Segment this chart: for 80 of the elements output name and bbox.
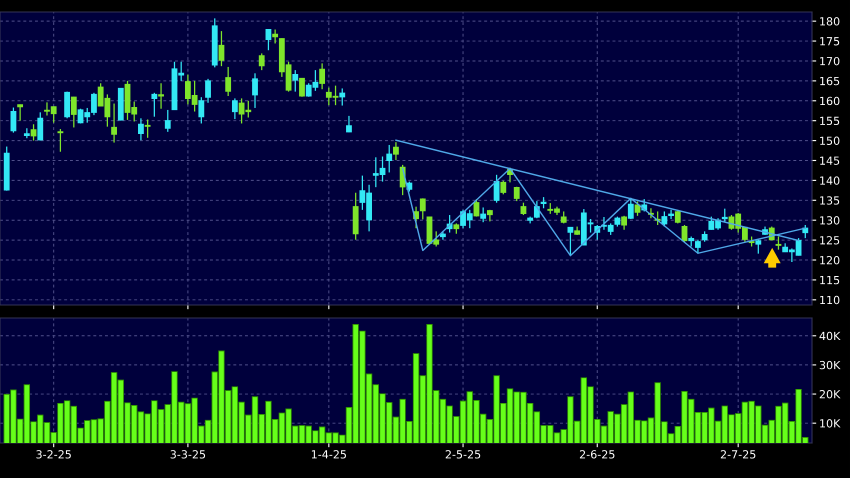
y-tick-label: 10K (820, 419, 841, 428)
x-tick-label: 3-2-25 (36, 450, 71, 459)
candlestick (661, 210, 668, 228)
y-tick-label: 160 (820, 96, 840, 106)
candlestick (198, 96, 204, 124)
y-tick-label: 165 (820, 76, 840, 86)
candlestick (668, 209, 674, 220)
candlestick (151, 92, 158, 118)
candlestick (480, 206, 486, 223)
candlestick (70, 96, 77, 128)
candlestick (674, 209, 681, 224)
candlestick (386, 144, 392, 174)
y-tick-label: 115 (820, 276, 840, 284)
x-tick-label: 1-4-25 (312, 450, 346, 459)
x-tick-label: 3-3-25 (170, 450, 206, 459)
y-tick-label: 155 (820, 116, 840, 126)
x-tick-label: 2-5-25 (446, 450, 480, 459)
candlestick (24, 128, 30, 139)
y-tick-label: 20K (820, 390, 841, 398)
candlestick (252, 72, 258, 109)
y-tick-label: 30K (820, 360, 841, 370)
candlestick (748, 236, 755, 248)
candlestick (138, 118, 144, 141)
candlestick (164, 109, 171, 132)
candlestick (474, 198, 480, 218)
x-tick-label: 2-7-25 (720, 450, 756, 459)
candlestick (225, 66, 232, 97)
candlestick (540, 196, 546, 209)
candlestick (272, 28, 278, 44)
candlestick (688, 236, 694, 248)
candlestick (144, 118, 151, 138)
candlestick (158, 82, 164, 110)
y-tick-label: 120 (820, 256, 840, 264)
candlestick (17, 104, 24, 122)
candlestick (111, 102, 117, 144)
x-tick-label: 2-6-25 (580, 450, 614, 459)
candlestick (346, 115, 352, 133)
y-tick-label: 170 (820, 56, 840, 66)
candlestick (755, 239, 762, 254)
candlestick (568, 226, 574, 256)
candlestick (420, 198, 426, 220)
y-tick-label: 145 (820, 156, 840, 165)
candlestick (628, 198, 634, 220)
candlestick (266, 28, 272, 51)
y-tick-label: 150 (820, 136, 840, 145)
y-tick-label: 110 (820, 296, 840, 304)
candlestick (500, 180, 506, 195)
candlestick (37, 112, 44, 142)
candlestick (258, 52, 265, 71)
candlestick (560, 210, 567, 224)
y-tick-label: 130 (820, 216, 840, 225)
y-tick-label: 140 (820, 176, 840, 185)
candlestick (494, 174, 500, 204)
candlestick (292, 69, 298, 92)
candlestick (205, 78, 211, 104)
candlestick (453, 222, 460, 234)
candlestick (634, 200, 640, 216)
candlestick (393, 142, 399, 161)
y-tick-label: 40K (819, 332, 841, 340)
candlestick (57, 128, 64, 152)
candlestick (10, 106, 16, 134)
candlestick (30, 124, 36, 142)
candlestick (339, 88, 346, 106)
candlestick (702, 230, 708, 242)
candlestick (695, 239, 701, 254)
candlestick (776, 236, 782, 250)
candlestick (218, 30, 224, 67)
y-tick-label: 175 (820, 37, 840, 46)
candlestick (614, 216, 620, 228)
candlestick (514, 186, 520, 202)
y-tick-label: 125 (820, 236, 840, 244)
candlestick (232, 98, 238, 120)
candlestick (319, 62, 326, 90)
candlestick (520, 202, 526, 216)
y-tick-label: 135 (820, 196, 840, 205)
candlestick (299, 77, 305, 98)
candlestick (722, 208, 728, 223)
candlestick (682, 224, 688, 242)
candlestick (621, 215, 628, 230)
y-tick-label: 180 (820, 17, 840, 26)
